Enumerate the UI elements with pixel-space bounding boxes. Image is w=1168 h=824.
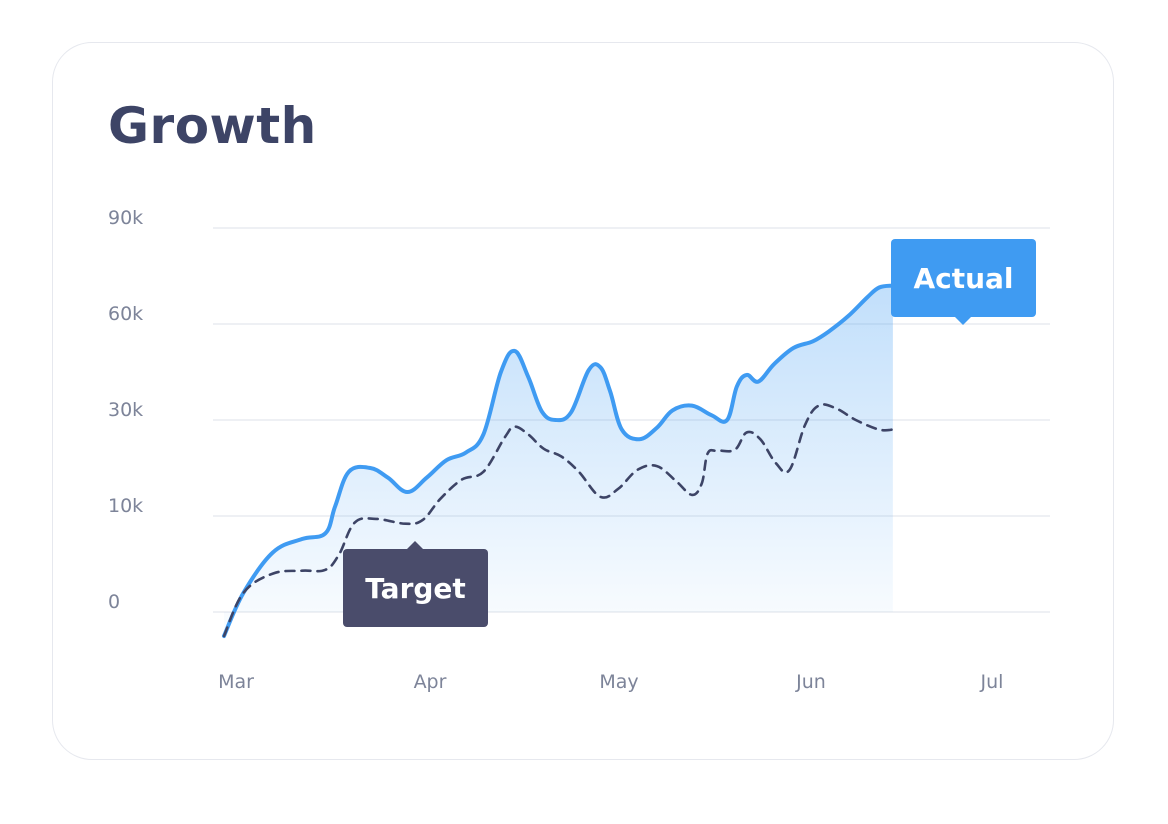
- x-axis-labels: Mar Apr May Jun Jul: [218, 671, 1003, 693]
- y-tick-label: 10k: [108, 495, 143, 517]
- x-tick-label: Jun: [795, 671, 826, 693]
- target-callout-pointer: [407, 541, 423, 549]
- actual-callout-pointer: [955, 317, 971, 325]
- chart-series: [222, 283, 895, 638]
- x-tick-label: Apr: [414, 671, 447, 693]
- actual-callout-label: Actual: [913, 262, 1013, 295]
- callouts: Actual Target: [343, 239, 1036, 627]
- actual-series-line: [222, 283, 895, 638]
- target-callout: Target: [343, 541, 488, 627]
- y-tick-label: 0: [108, 591, 120, 613]
- y-tick-label: 90k: [108, 207, 143, 229]
- target-callout-box: [343, 549, 488, 627]
- x-tick-label: Jul: [980, 671, 1004, 693]
- actual-callout-box: [891, 239, 1036, 317]
- x-tick-label: Mar: [218, 671, 254, 693]
- actual-callout: Actual: [891, 239, 1036, 325]
- y-tick-label: 60k: [108, 303, 143, 325]
- y-axis-labels: 0 10k 30k 60k 90k: [108, 207, 143, 613]
- y-tick-label: 30k: [108, 399, 143, 421]
- actual-series-area: [224, 285, 893, 636]
- page-title: Growth: [108, 97, 317, 155]
- target-callout-label: Target: [365, 572, 466, 605]
- target-series-line: [222, 403, 895, 638]
- x-tick-label: May: [599, 671, 638, 693]
